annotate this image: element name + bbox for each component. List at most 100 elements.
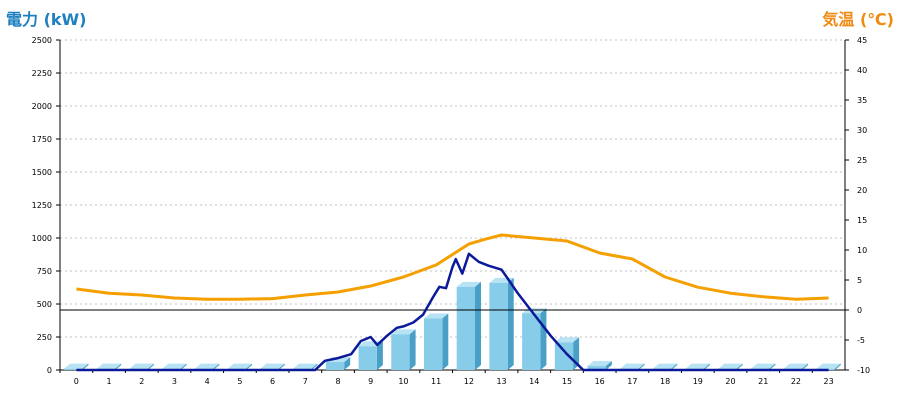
bar-top	[816, 363, 841, 369]
x-tick-label: 12	[464, 377, 474, 386]
x-tick-label: 8	[335, 377, 340, 386]
bar-top	[456, 281, 482, 287]
right-tick-label: 5	[857, 276, 862, 285]
bar-top	[195, 363, 220, 369]
x-tick-label: 19	[693, 377, 703, 386]
left-tick-label: 2250	[32, 69, 52, 78]
left-tick-label: 1250	[32, 201, 52, 210]
right-tick-label: 35	[857, 96, 867, 105]
power-line	[76, 252, 829, 372]
left-tick-label: 2500	[32, 36, 52, 45]
x-tick-label: 1	[107, 377, 112, 386]
x-tick-label: 6	[270, 377, 275, 386]
bar-side	[344, 357, 351, 370]
bar	[489, 277, 514, 370]
bar-top	[96, 363, 122, 369]
x-tick-label: 13	[496, 377, 506, 386]
x-tick-label: 11	[431, 377, 441, 386]
x-tick-label: 3	[172, 377, 177, 386]
x-tick-label: 4	[205, 377, 210, 386]
right-tick-label: 40	[857, 66, 867, 75]
bar-side	[147, 363, 154, 370]
bar-top	[751, 363, 776, 369]
right-tick-label: 45	[857, 36, 867, 45]
left-tick-label: 1000	[32, 234, 52, 243]
bar-front	[522, 313, 541, 370]
x-tick-label: 22	[791, 377, 801, 386]
bar-side	[376, 341, 383, 370]
bar-side	[540, 308, 547, 370]
left-tick-label: 750	[37, 267, 52, 276]
bar-top	[685, 363, 710, 369]
bar-top	[718, 363, 743, 369]
bar-side	[213, 363, 220, 370]
bar-top	[129, 363, 154, 369]
temperature-line	[76, 233, 829, 301]
bar-front	[456, 286, 476, 370]
bar-side	[769, 363, 776, 370]
bar-side	[703, 363, 710, 370]
bar-side	[246, 363, 253, 370]
bar-side	[507, 277, 514, 370]
left-tick-label: 2000	[32, 102, 52, 111]
bar-side	[115, 363, 122, 370]
x-tick-label: 20	[725, 377, 735, 386]
x-tick-label: 5	[237, 377, 242, 386]
right-axis-title: 気温 (℃)	[822, 10, 894, 29]
bar-front	[554, 342, 574, 370]
left-tick-label: 1500	[32, 168, 52, 177]
bar-top	[293, 363, 318, 369]
bar-front	[64, 368, 83, 370]
bar-top	[64, 363, 89, 369]
left-axis-title: 電力 (kW)	[6, 10, 87, 29]
bar-side	[82, 363, 89, 370]
bar-side	[442, 313, 449, 370]
bar-top	[423, 313, 449, 319]
bar-top	[260, 363, 285, 369]
bar-front	[325, 362, 345, 370]
bar-side	[638, 363, 645, 370]
bar-top	[522, 308, 547, 314]
x-tick-label: 21	[758, 377, 768, 386]
bar-front	[391, 334, 410, 370]
x-tick-label: 2	[139, 377, 144, 386]
bar	[456, 281, 482, 370]
bar-side	[278, 363, 285, 370]
x-tick-label: 10	[398, 377, 408, 386]
bar-top	[554, 337, 580, 343]
left-tick-label: 250	[37, 333, 52, 342]
bar	[522, 308, 547, 370]
x-tick-label: 18	[660, 377, 670, 386]
left-tick-label: 500	[37, 300, 52, 309]
bar-top	[162, 363, 187, 369]
bar	[64, 363, 89, 370]
bar	[358, 341, 383, 370]
x-tick-label: 7	[303, 377, 308, 386]
bar	[587, 361, 612, 370]
right-tick-label: 10	[857, 246, 867, 255]
bar-front	[587, 366, 606, 370]
bar-side	[605, 361, 612, 370]
bar-top	[227, 363, 253, 369]
right-tick-label: 15	[857, 216, 867, 225]
bar-top	[620, 363, 645, 369]
bar-side	[671, 363, 678, 370]
x-tick-label: 17	[627, 377, 637, 386]
x-tick-label: 9	[368, 377, 373, 386]
bar-side	[475, 281, 482, 370]
right-tick-label: 0	[857, 306, 862, 315]
right-tick-label: -5	[857, 336, 865, 345]
bar-side	[311, 363, 318, 370]
bar-side	[180, 363, 187, 370]
x-tick-label: 14	[529, 377, 539, 386]
bar-top	[783, 363, 809, 369]
bar-top	[587, 361, 612, 367]
right-tick-label: 30	[857, 126, 867, 135]
bar	[423, 313, 449, 370]
left-tick-label: 1750	[32, 135, 52, 144]
bar-side	[409, 329, 416, 370]
bar-top	[652, 363, 678, 369]
bar-front	[423, 318, 443, 370]
